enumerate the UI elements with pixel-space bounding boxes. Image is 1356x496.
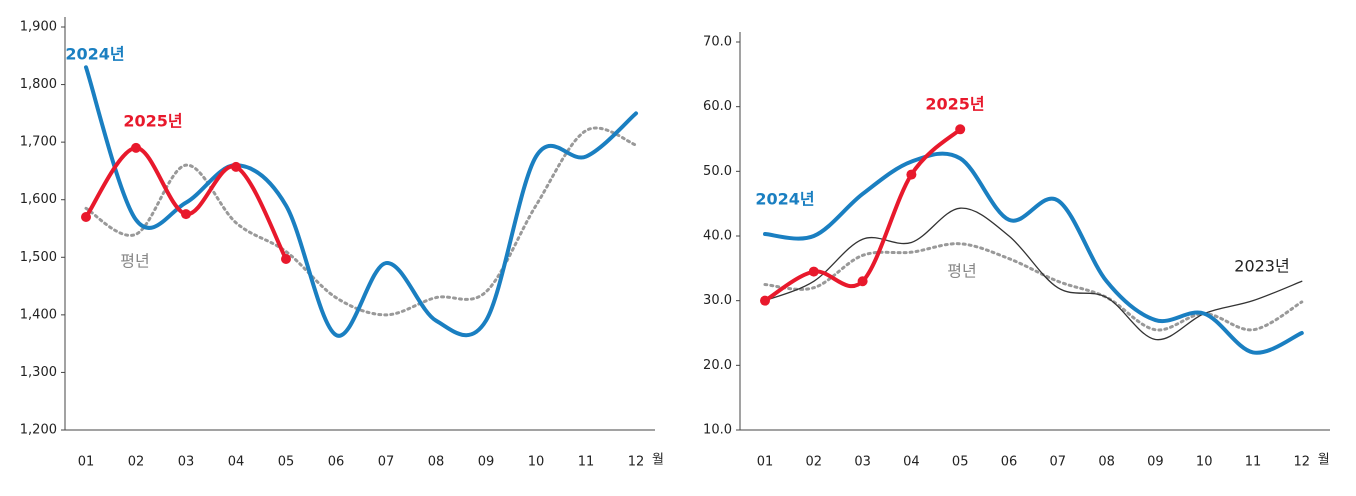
- y-tick-label: 1,300: [20, 365, 57, 380]
- point: [281, 254, 291, 265]
- x-tick-label: 07: [1050, 455, 1067, 470]
- x-tick-label: 11: [1245, 455, 1262, 470]
- y-tick-label: 30.0: [703, 293, 732, 308]
- y-tick-label: 1,800: [20, 77, 57, 92]
- x-tick-label: 01: [757, 455, 774, 470]
- x-tick-label: 02: [128, 455, 145, 470]
- x-tick-label: 09: [1147, 455, 1164, 470]
- y-tick-label: 20.0: [703, 358, 732, 373]
- x-tick-label: 05: [952, 455, 969, 470]
- x-tick-label: 09: [478, 455, 495, 470]
- point: [760, 295, 770, 306]
- y-tick-label: 1,700: [20, 135, 57, 150]
- point: [857, 276, 868, 287]
- x-tick-label: 07: [378, 455, 395, 470]
- point: [131, 142, 141, 153]
- x-tick-label: 10: [1196, 455, 1213, 470]
- y-tick-label: 50.0: [703, 164, 732, 179]
- x-tick-label: 02: [806, 455, 823, 470]
- point: [181, 209, 191, 220]
- y-tick-label: 1,600: [20, 192, 57, 207]
- y-tick-label: 1,900: [20, 20, 57, 35]
- y-tick-label: 60.0: [703, 99, 732, 114]
- series-name: 2024년: [755, 190, 814, 209]
- x-tick-label: 05: [278, 455, 295, 470]
- point: [231, 161, 241, 172]
- x-tick-label: 12: [628, 455, 645, 470]
- y-tick-label: 10.0: [703, 423, 732, 438]
- series-name: 2025년: [123, 112, 182, 131]
- point: [906, 169, 917, 180]
- y-tick-label: 70.0: [703, 35, 732, 50]
- series-name: 2025년: [925, 95, 984, 114]
- y-tick-label: 1,400: [20, 307, 57, 322]
- x-tick-label: 04: [903, 455, 920, 470]
- x-tick-label: 10: [528, 455, 545, 470]
- series-name: 2023년: [1234, 257, 1289, 276]
- series-name: 2024년: [65, 45, 124, 64]
- point: [81, 211, 91, 222]
- x-tick-label: 08: [428, 455, 445, 470]
- y-tick-label: 1,500: [20, 250, 57, 265]
- x-tick-label: 06: [328, 455, 345, 470]
- x-tick-label: 12: [1294, 455, 1311, 470]
- x-tick-label: 08: [1098, 455, 1115, 470]
- x-tick-label: 11: [578, 455, 595, 470]
- y-tick-label: 1,200: [20, 423, 57, 438]
- x-unit: 월: [652, 453, 664, 468]
- x-tick-label: 04: [228, 455, 245, 470]
- x-tick-label: 06: [1001, 455, 1018, 470]
- x-tick-label: 03: [854, 455, 871, 470]
- series-line: [84, 126, 638, 317]
- series-name: 평년: [120, 252, 149, 271]
- point: [955, 124, 966, 135]
- x-tick-label: 01: [78, 455, 95, 470]
- series-name: 평년: [947, 262, 976, 281]
- x-unit: 월: [1318, 453, 1330, 468]
- point: [808, 266, 819, 277]
- x-tick-label: 03: [178, 455, 195, 470]
- series-line: [763, 151, 1304, 355]
- y-tick-label: 40.0: [703, 229, 732, 244]
- series-line: [84, 65, 638, 338]
